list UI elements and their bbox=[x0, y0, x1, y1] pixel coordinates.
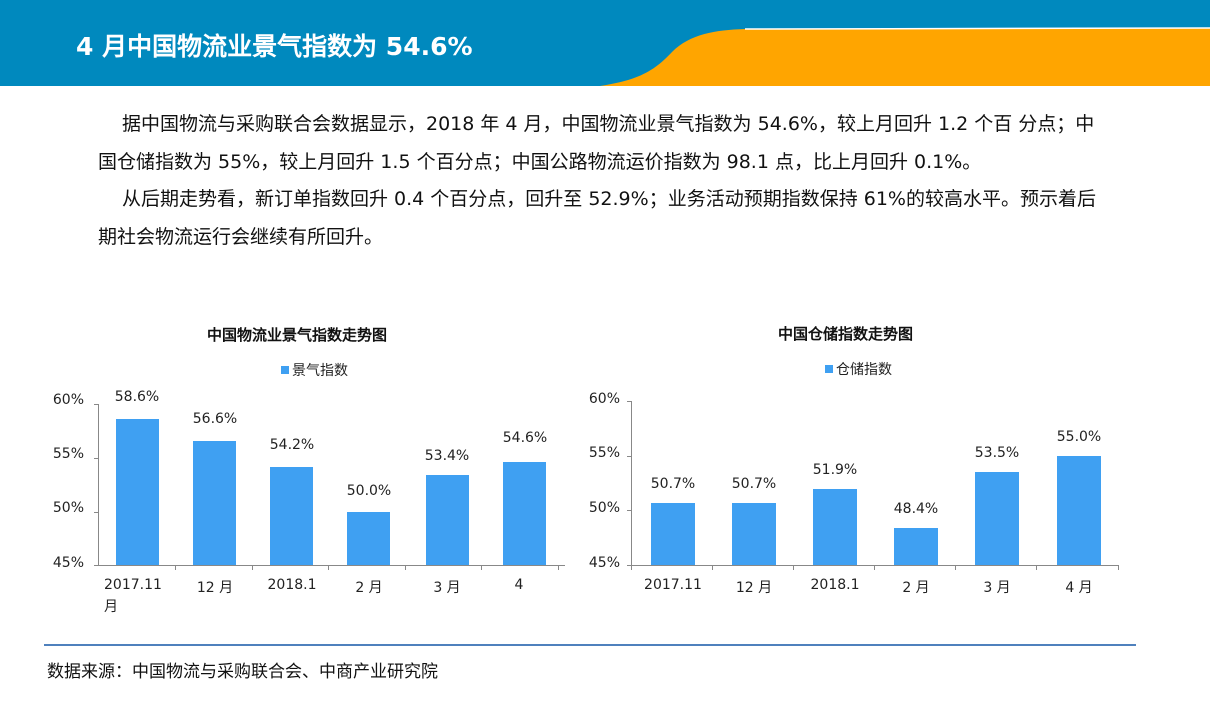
data-label: 58.6% bbox=[114, 389, 160, 405]
x-tick-mark bbox=[328, 565, 329, 570]
x-tick-label: 4 bbox=[514, 577, 524, 593]
x-tick-mark bbox=[793, 565, 794, 570]
x-tick-label-text: 2017.11 bbox=[104, 577, 162, 593]
header-banner: 4 月中国物流业景气指数为 54.6% bbox=[0, 0, 1210, 86]
x-tick-label: 3 月 bbox=[983, 580, 1011, 596]
y-tick-label: 60% bbox=[588, 391, 620, 407]
x-axis bbox=[627, 565, 1119, 566]
data-label: 53.5% bbox=[974, 445, 1020, 461]
paragraph-1-text: 据中国物流与采购联合会数据显示，2018 年 4 月，中国物流业景气指数为 54… bbox=[98, 113, 1095, 173]
x-tick-label: 2017.11 月 bbox=[104, 577, 168, 621]
y-tick-mark bbox=[627, 510, 631, 511]
y-tick-label: 50% bbox=[52, 500, 84, 516]
legend-label: 景气指数 bbox=[292, 363, 348, 379]
y-tick-label: 55% bbox=[52, 446, 84, 462]
x-tick-mark bbox=[874, 565, 875, 570]
x-axis bbox=[94, 565, 565, 566]
bar bbox=[193, 441, 236, 565]
x-tick-mark bbox=[405, 565, 406, 570]
bar bbox=[651, 503, 695, 565]
x-tick-label: 2018.1 bbox=[267, 577, 317, 593]
page-title: 4 月中国物流业景气指数为 54.6% bbox=[76, 32, 473, 61]
data-label: 54.2% bbox=[269, 437, 315, 453]
legend-swatch-icon bbox=[281, 366, 289, 374]
y-tick-mark bbox=[94, 458, 98, 459]
chart-legend: 仓储指数 bbox=[825, 359, 892, 379]
x-tick-label: 2 月 bbox=[355, 580, 383, 596]
footer-divider bbox=[44, 644, 1136, 646]
data-label: 54.6% bbox=[502, 430, 548, 446]
x-tick-mark bbox=[1118, 565, 1119, 570]
bar bbox=[894, 528, 938, 565]
x-tick-mark bbox=[481, 565, 482, 570]
data-label: 56.6% bbox=[192, 411, 238, 427]
bar bbox=[975, 472, 1019, 565]
data-label: 50.7% bbox=[650, 476, 696, 492]
header-wave-decoration bbox=[600, 27, 1210, 86]
bar bbox=[347, 512, 390, 565]
x-tick-label-text: 月 bbox=[104, 599, 118, 615]
x-tick-label: 4 月 bbox=[1065, 580, 1093, 596]
y-tick-label: 45% bbox=[52, 555, 84, 571]
x-tick-label: 2018.1 bbox=[810, 577, 860, 593]
paragraph-2: 从后期走势看，新订单指数回升 0.4 个百分点，回升至 52.9%；业务活动预期… bbox=[98, 181, 1108, 256]
y-axis bbox=[98, 404, 99, 565]
data-label: 55.0% bbox=[1056, 429, 1102, 445]
legend-label: 仓储指数 bbox=[836, 362, 892, 378]
data-label: 51.9% bbox=[812, 462, 858, 478]
y-tick-label: 55% bbox=[588, 445, 620, 461]
y-tick-mark bbox=[627, 456, 631, 457]
chart-legend: 景气指数 bbox=[281, 360, 348, 380]
bar bbox=[732, 503, 776, 565]
x-tick-label: 3 月 bbox=[433, 580, 461, 596]
x-tick-mark bbox=[631, 565, 632, 570]
bar bbox=[1057, 456, 1101, 565]
y-tick-mark bbox=[627, 401, 631, 402]
bar bbox=[116, 419, 159, 565]
y-tick-mark bbox=[94, 404, 98, 405]
bar bbox=[813, 489, 857, 565]
body-text: 据中国物流与采购联合会数据显示，2018 年 4 月，中国物流业景气指数为 54… bbox=[98, 106, 1108, 256]
y-tick-label: 60% bbox=[52, 392, 84, 408]
paragraph-2-text: 从后期走势看，新订单指数回升 0.4 个百分点，回升至 52.9%；业务活动预期… bbox=[98, 188, 1096, 248]
x-tick-label: 2017.11 bbox=[644, 577, 702, 593]
paragraph-1: 据中国物流与采购联合会数据显示，2018 年 4 月，中国物流业景气指数为 54… bbox=[98, 106, 1108, 181]
data-label: 53.4% bbox=[424, 448, 470, 464]
x-tick-mark bbox=[558, 565, 559, 570]
x-tick-mark bbox=[712, 565, 713, 570]
bar bbox=[503, 462, 546, 565]
data-label: 48.4% bbox=[893, 501, 939, 517]
y-axis bbox=[631, 401, 632, 565]
y-tick-label: 45% bbox=[588, 555, 620, 571]
chart-title: 中国仓储指数走势图 bbox=[778, 325, 914, 343]
bar bbox=[426, 475, 469, 565]
x-tick-label: 2 月 bbox=[902, 580, 930, 596]
y-tick-mark bbox=[94, 512, 98, 513]
x-tick-mark bbox=[252, 565, 253, 570]
x-tick-label: 12 月 bbox=[735, 580, 773, 596]
data-source: 数据来源：中国物流与采购联合会、中商产业研究院 bbox=[47, 662, 438, 682]
x-tick-label: 12 月 bbox=[196, 580, 234, 596]
x-tick-mark bbox=[175, 565, 176, 570]
x-tick-mark bbox=[955, 565, 956, 570]
chart-title: 中国物流业景气指数走势图 bbox=[207, 326, 388, 344]
y-tick-label: 50% bbox=[588, 500, 620, 516]
bar bbox=[270, 467, 313, 565]
legend-swatch-icon bbox=[825, 365, 833, 373]
data-label: 50.7% bbox=[731, 476, 777, 492]
x-tick-mark bbox=[1036, 565, 1037, 570]
data-label: 50.0% bbox=[346, 483, 392, 499]
